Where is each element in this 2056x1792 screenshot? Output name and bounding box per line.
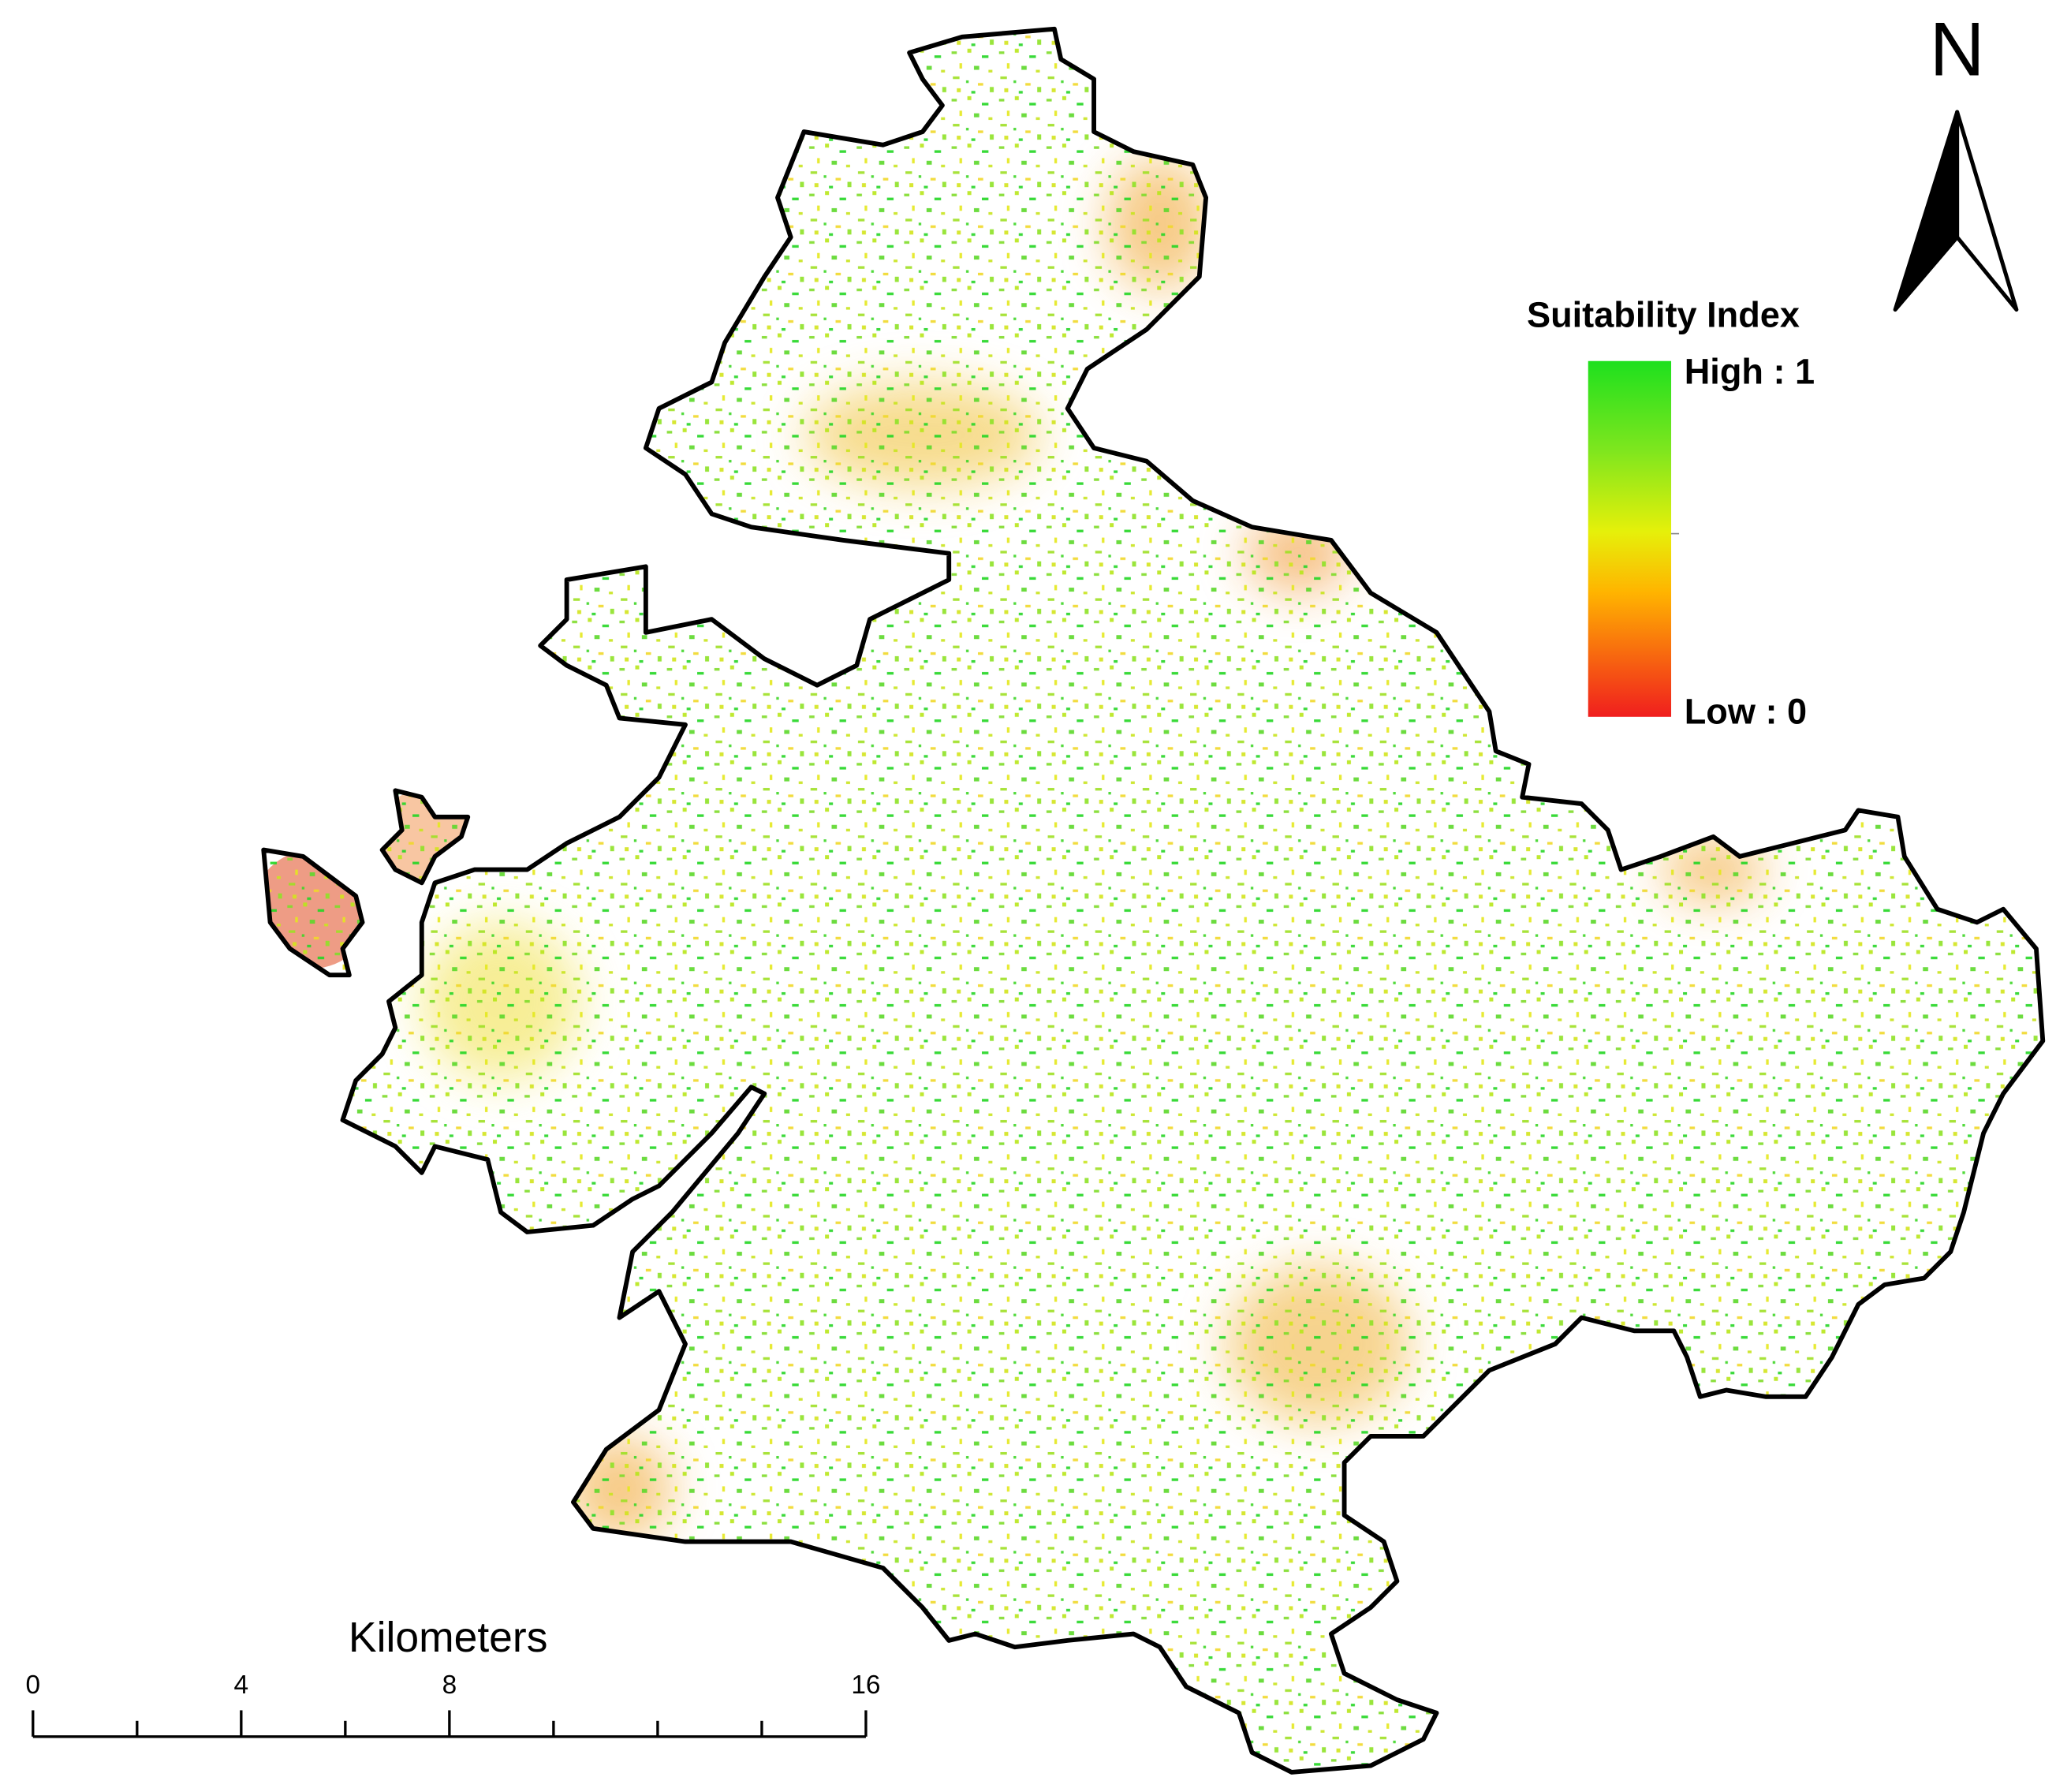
color-ramp	[1588, 360, 1672, 717]
scale-unit: Kilometers	[349, 1615, 548, 1661]
north-label: N	[1930, 6, 1985, 92]
legend-title: Suitability Index	[1527, 295, 1800, 335]
scale-tick-label: 8	[442, 1671, 457, 1700]
scale-tick-label: 4	[234, 1671, 249, 1700]
legend-low: Low : 0	[1685, 691, 1807, 731]
scale-tick-label: 16	[851, 1671, 880, 1700]
legend-high: High : 1	[1685, 351, 1815, 391]
legend: Suitability Index High : 1 Low : 0	[1527, 295, 1815, 732]
scale-bar: Kilometers 0 4 8 16	[25, 1615, 881, 1738]
scale-tick-label: 0	[25, 1671, 40, 1700]
north-arrow: N	[1893, 6, 2019, 312]
